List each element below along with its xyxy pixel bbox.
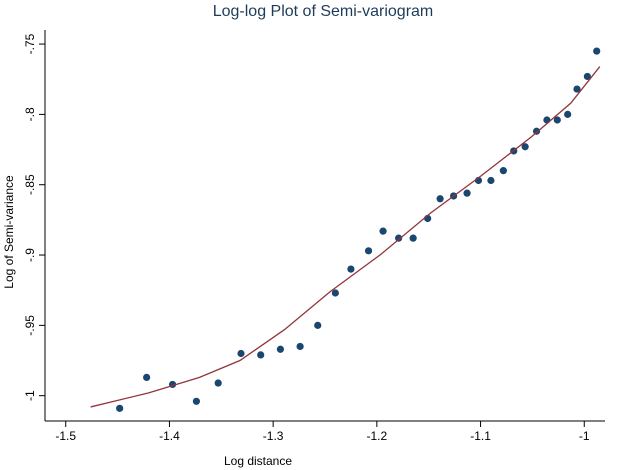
y-tick-label: -.85	[23, 174, 37, 195]
data-point	[379, 227, 387, 235]
x-tick-label: -1.1	[470, 429, 491, 443]
data-point	[276, 345, 285, 353]
data-point	[564, 110, 572, 118]
data-point	[543, 116, 551, 124]
y-axis-title: Log of Semi-variance	[2, 175, 16, 289]
data-point	[364, 247, 373, 255]
y-tick-label: -.75	[23, 33, 37, 54]
x-tick-label: -1.3	[263, 429, 284, 443]
data-point	[395, 234, 403, 242]
x-tick-label: -1.4	[159, 429, 180, 443]
chart-title: Log-log Plot of Semi-variogram	[213, 3, 434, 20]
data-point	[331, 289, 339, 297]
x-tick-label: -1.5	[55, 429, 76, 443]
data-point	[583, 72, 591, 81]
data-point	[116, 404, 124, 412]
data-point	[521, 143, 529, 151]
data-point	[532, 127, 541, 135]
y-tick-label: -.8	[23, 107, 37, 121]
data-point	[463, 189, 471, 197]
y-tick-label: -.9	[23, 248, 37, 262]
data-point	[214, 379, 222, 387]
data-point	[593, 47, 601, 55]
fit-line	[90, 66, 601, 408]
data-point	[257, 351, 265, 359]
data-point	[409, 234, 417, 242]
data-point	[192, 397, 201, 405]
data-point	[553, 116, 561, 124]
data-point	[573, 85, 581, 93]
x-axis-title: Log distance	[224, 454, 292, 468]
data-point	[296, 342, 304, 351]
data-point	[237, 349, 245, 358]
y-tick-label: -1	[23, 390, 37, 401]
data-point	[436, 195, 444, 203]
data-point	[347, 265, 355, 273]
data-point	[499, 167, 507, 175]
x-tick-label: -1.2	[367, 429, 388, 443]
y-tick-label: -.95	[23, 315, 37, 336]
data-point	[143, 373, 151, 381]
x-tick-label: -1	[579, 429, 590, 443]
data-point	[314, 321, 322, 329]
data-point	[487, 176, 495, 185]
